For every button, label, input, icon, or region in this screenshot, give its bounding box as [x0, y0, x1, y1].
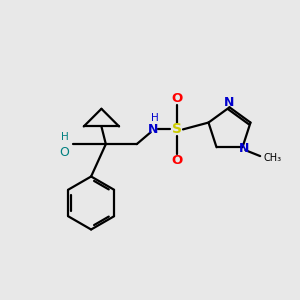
- Text: N: N: [239, 142, 249, 155]
- Text: O: O: [171, 154, 182, 167]
- Text: O: O: [171, 92, 182, 105]
- Text: H: H: [151, 113, 158, 124]
- Text: O: O: [60, 146, 70, 160]
- Text: CH₃: CH₃: [263, 153, 281, 163]
- Text: N: N: [148, 123, 158, 136]
- Text: H: H: [61, 132, 68, 142]
- Text: S: S: [172, 122, 182, 136]
- Text: N: N: [224, 96, 235, 110]
